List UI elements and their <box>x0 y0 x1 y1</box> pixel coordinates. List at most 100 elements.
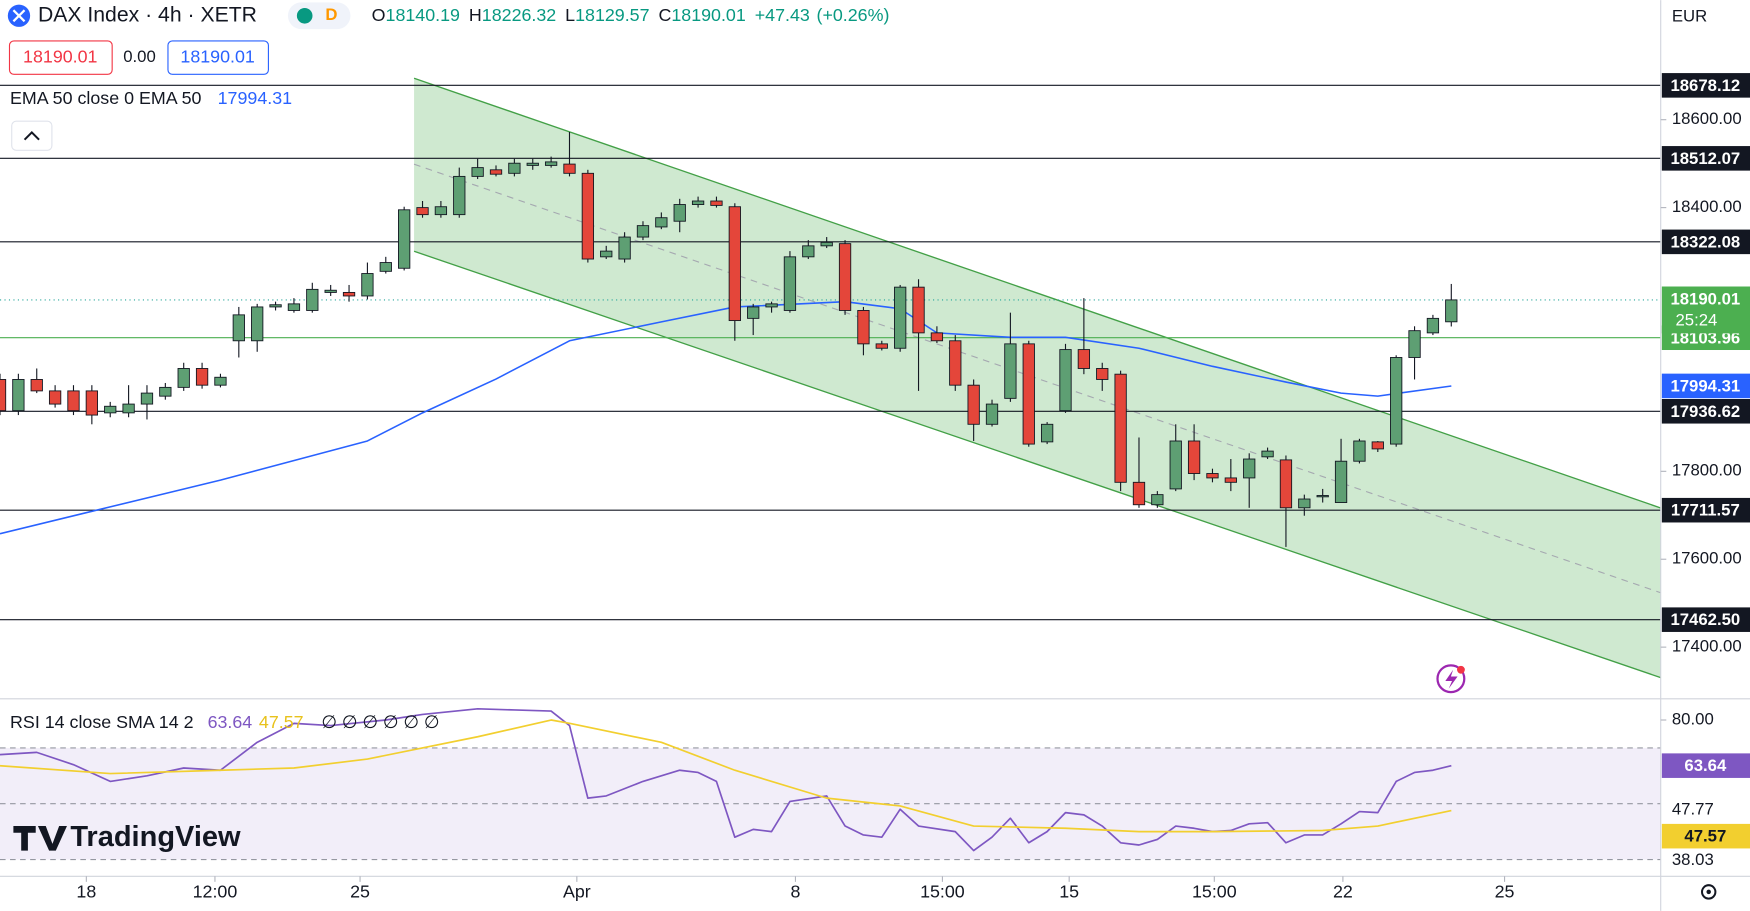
candle-body <box>1243 458 1256 479</box>
candle-body <box>1353 440 1366 462</box>
candle-body <box>636 225 650 238</box>
rsi-scale-label: 47.77 <box>1672 799 1714 818</box>
sell-price[interactable]: 18190.01 <box>23 46 98 66</box>
candle-body <box>453 175 466 216</box>
candle-body <box>48 390 62 405</box>
ohlc-label: L <box>565 4 575 24</box>
candle-body <box>159 386 172 397</box>
candle-body <box>30 379 43 392</box>
candle-body <box>1096 368 1109 380</box>
candle-body <box>67 390 80 412</box>
candle-body <box>1408 330 1421 358</box>
candle-body <box>655 217 668 228</box>
market-status <box>296 7 313 24</box>
level-label-box <box>1661 229 1750 255</box>
candle-body <box>747 306 760 319</box>
collapse-icon[interactable] <box>23 130 40 141</box>
candle-body <box>306 288 319 311</box>
rsi-legend: RSI 14 close SMA 14 2 <box>10 712 194 732</box>
settings-icon[interactable] <box>1701 884 1717 900</box>
candle-body <box>1059 349 1072 412</box>
candle-body <box>122 403 135 414</box>
price-label: 18190.01 <box>1670 289 1740 308</box>
candle-body <box>104 405 117 414</box>
ema-legend: EMA 50 close 0 EMA 50 <box>10 88 202 108</box>
ema-legend-value: 17994.31 <box>218 88 293 108</box>
rsi-y-tick-label: 80.00 <box>1672 709 1714 728</box>
candle-body <box>1114 373 1127 483</box>
collapse-button[interactable] <box>11 120 53 151</box>
candle-body <box>930 332 944 342</box>
candle-body <box>1132 481 1146 506</box>
level-label: 17936.62 <box>1670 402 1740 421</box>
candle-body <box>765 303 778 308</box>
level-label: 18678.12 <box>1670 76 1740 95</box>
alert-icon-bolt[interactable] <box>1445 669 1458 689</box>
sma-value-label-box <box>1661 823 1750 849</box>
ohlc-readout: O18140.19 H18226.32 L18129.57 C18190.01 +47.… <box>372 4 890 24</box>
x-tick-label: 25 <box>350 882 370 902</box>
candle-body <box>398 209 411 269</box>
change-pct: (+0.26%) <box>817 4 890 24</box>
candle-body <box>0 379 7 412</box>
candle-body <box>949 340 962 386</box>
level-label: 18512.07 <box>1670 149 1740 168</box>
candle-body <box>1224 477 1237 483</box>
candle-body <box>1206 473 1219 479</box>
candle-body <box>1040 423 1054 443</box>
candle-body <box>140 392 154 405</box>
ohlc-label: C <box>658 4 671 24</box>
candle-body <box>600 250 613 258</box>
candle-body <box>489 169 503 175</box>
countdown: 25:24 <box>1675 311 1717 330</box>
candle-body <box>1371 441 1384 450</box>
candle-body <box>710 200 723 206</box>
channel-lower <box>413 250 1661 679</box>
candle-body <box>251 306 264 342</box>
candle-body <box>894 286 907 349</box>
candle-body <box>618 236 631 260</box>
candle-body <box>857 310 870 345</box>
settings-icon-center[interactable] <box>1706 889 1711 895</box>
channel-fill <box>414 78 1661 678</box>
candle-body <box>12 379 25 412</box>
candle-body <box>1004 343 1017 399</box>
candle-body <box>581 172 595 260</box>
candle-body <box>342 291 356 297</box>
buy-button[interactable] <box>167 40 269 75</box>
candle-body <box>214 376 227 386</box>
candle-body <box>1077 349 1091 369</box>
y-tick-label: 18400.00 <box>1672 197 1742 216</box>
x-tick-label: 15:00 <box>920 882 965 902</box>
candle-body <box>1169 440 1182 490</box>
candle-body <box>820 241 833 247</box>
ohlc-low: 18129.57 <box>575 4 650 24</box>
price-label-box <box>1661 286 1750 334</box>
candle-body <box>361 273 374 297</box>
sma-legend-value: 47.57 <box>259 712 304 732</box>
x-tick-label: 12:00 <box>193 882 238 902</box>
candle-body <box>1261 450 1274 458</box>
candle-body <box>379 262 392 272</box>
sell-button[interactable] <box>8 40 113 75</box>
sma-line <box>0 719 1452 833</box>
level-label: 17462.50 <box>1670 610 1740 629</box>
candle-body <box>269 304 282 308</box>
currency[interactable]: EUR <box>1672 6 1707 25</box>
x-tick-label: 25 <box>1495 882 1515 902</box>
level-label: 17711.57 <box>1671 501 1740 520</box>
level-label-box <box>1661 398 1750 424</box>
ema-value-label-box <box>1661 373 1750 399</box>
buy-price[interactable]: 18190.01 <box>180 46 255 66</box>
level-label: 18322.08 <box>1670 232 1740 251</box>
x-tick-label: Apr <box>563 882 591 902</box>
symbol-title: DAX Index · 4h · XETR <box>38 3 257 26</box>
x-tick-label: 8 <box>790 882 800 902</box>
interval-badge: D <box>325 5 337 24</box>
x-tick-label: 22 <box>1333 882 1353 902</box>
currency-box[interactable] <box>1661 0 1750 34</box>
level-label-box <box>1661 497 1750 523</box>
